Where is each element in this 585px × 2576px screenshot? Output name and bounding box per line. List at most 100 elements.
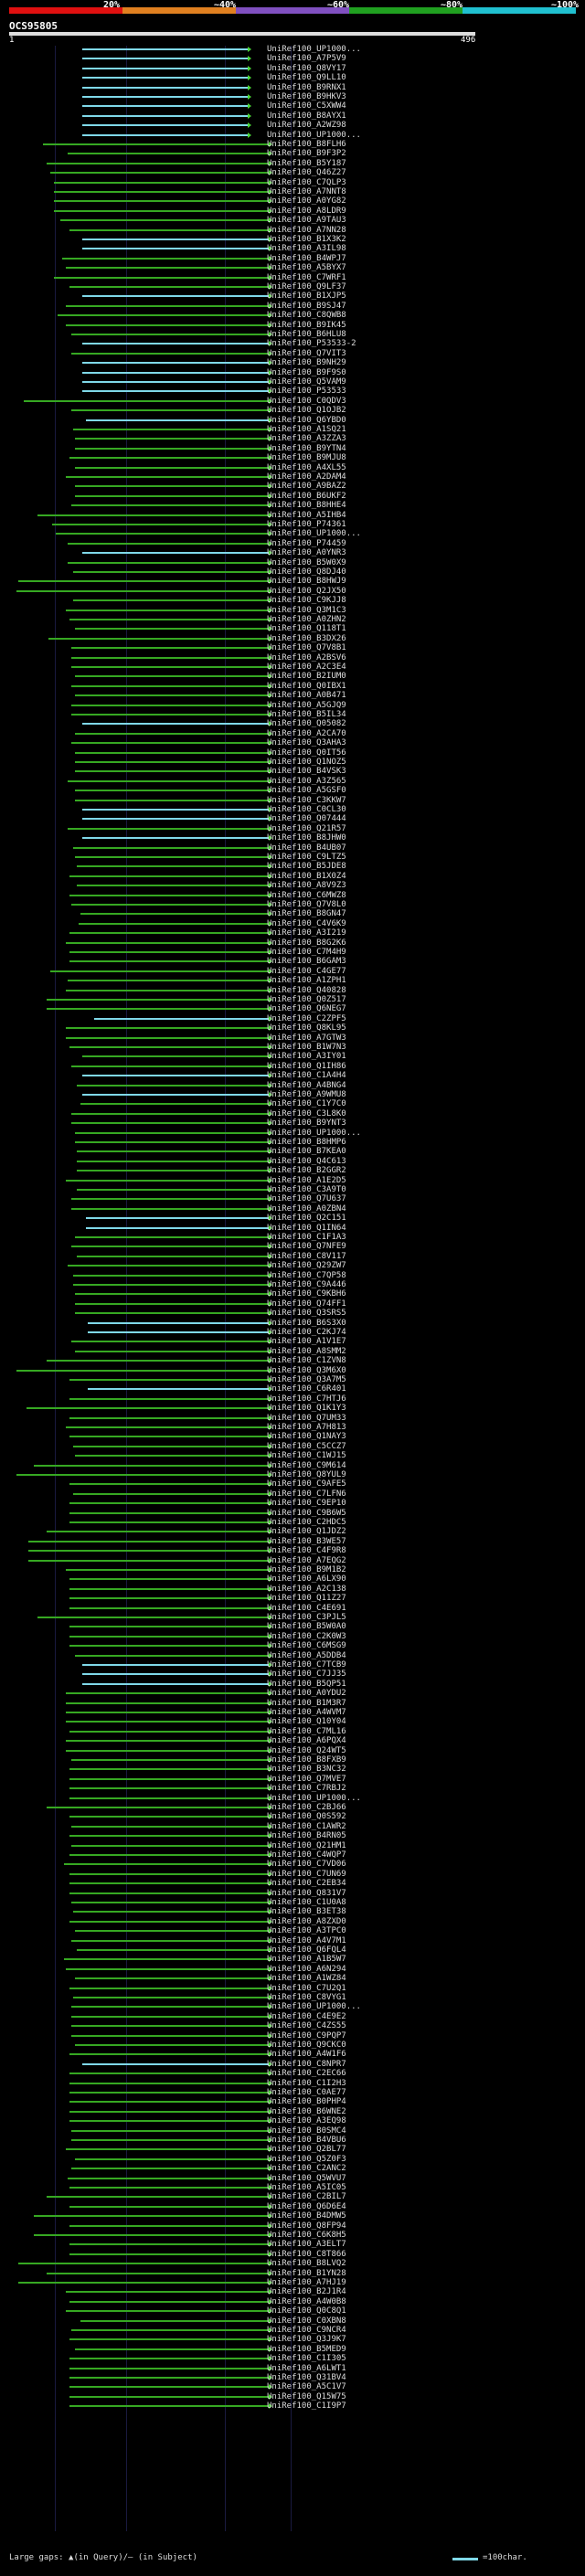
hit-bar[interactable] bbox=[69, 1502, 269, 1505]
hit-name[interactable]: UniRef100_A1V1E7 bbox=[267, 1337, 346, 1347]
hit-bar[interactable] bbox=[69, 228, 269, 231]
hit-name[interactable]: UniRef100_A8LDR9 bbox=[267, 206, 346, 216]
hit-bar[interactable] bbox=[69, 2367, 269, 2369]
hit-bar[interactable] bbox=[88, 1388, 269, 1391]
hit-name[interactable]: UniRef100_B5W0A0 bbox=[267, 1622, 346, 1632]
hit-name[interactable]: UniRef100_C2ANC2 bbox=[267, 2164, 346, 2174]
hit-bar[interactable] bbox=[70, 656, 269, 659]
hit-bar[interactable] bbox=[69, 1768, 269, 1771]
hit-name[interactable]: UniRef100_C1ZVN8 bbox=[267, 1356, 346, 1366]
hit-name[interactable]: UniRef100_B9RNX1 bbox=[267, 82, 346, 92]
hit-bar[interactable] bbox=[82, 371, 269, 374]
hit-bar[interactable] bbox=[69, 1787, 269, 1790]
hit-name[interactable]: UniRef100_C1Y7C0 bbox=[267, 1099, 346, 1109]
hit-name[interactable]: UniRef100_C2K0W3 bbox=[267, 1631, 346, 1641]
hit-bar[interactable] bbox=[69, 875, 269, 877]
hit-name[interactable]: UniRef100_A2DAM4 bbox=[267, 472, 346, 482]
hit-name[interactable]: UniRef100_B9F3P2 bbox=[267, 149, 346, 159]
hit-name[interactable]: UniRef100_Q7MVE7 bbox=[267, 1774, 346, 1784]
hit-name[interactable]: UniRef100_A3EQ98 bbox=[267, 2116, 346, 2126]
hit-name[interactable]: UniRef100_Q9LL10 bbox=[267, 73, 346, 83]
hit-bar[interactable] bbox=[69, 619, 269, 620]
hit-name[interactable]: UniRef100_B1X3K2 bbox=[267, 235, 346, 244]
hit-bar[interactable] bbox=[69, 1379, 269, 1381]
hit-name[interactable]: UniRef100_UP1000... bbox=[267, 2002, 361, 2012]
hit-name[interactable]: UniRef100_B5IL34 bbox=[267, 710, 346, 719]
hit-name[interactable]: UniRef100_C2HDC5 bbox=[267, 1518, 346, 1527]
hit-name[interactable]: UniRef100_Q10Y04 bbox=[267, 1717, 346, 1727]
hit-name[interactable]: UniRef100_Q8KL95 bbox=[267, 1023, 346, 1034]
hit-name[interactable]: UniRef100_B4UB07 bbox=[267, 843, 346, 853]
hit-name[interactable]: UniRef100_C8QWB8 bbox=[267, 311, 346, 321]
hit-bar[interactable] bbox=[82, 1094, 269, 1096]
hit-name[interactable]: UniRef100_C0QDV3 bbox=[267, 396, 346, 406]
hit-bar[interactable] bbox=[74, 1131, 269, 1134]
hit-bar[interactable] bbox=[88, 1321, 269, 1324]
hit-bar[interactable] bbox=[65, 941, 269, 944]
hit-name[interactable]: UniRef100_Q5VAM9 bbox=[267, 377, 346, 387]
hit-name[interactable]: UniRef100_Q7V8L0 bbox=[267, 900, 346, 909]
hit-bar[interactable] bbox=[69, 2243, 269, 2246]
hit-bar[interactable] bbox=[86, 1217, 269, 1220]
hit-bar[interactable] bbox=[70, 714, 269, 716]
hit-name[interactable]: UniRef100_A6N294 bbox=[267, 1964, 346, 1974]
hit-name[interactable]: UniRef100_Q1IH86 bbox=[267, 1061, 346, 1071]
hit-name[interactable]: UniRef100_UP1000... bbox=[267, 130, 361, 140]
hit-name[interactable]: UniRef100_C3A9T0 bbox=[267, 1185, 346, 1194]
hit-bar[interactable] bbox=[82, 818, 269, 821]
hit-name[interactable]: UniRef100_Q8YUL9 bbox=[267, 1470, 346, 1479]
hit-bar[interactable] bbox=[16, 1369, 269, 1372]
hit-bar[interactable] bbox=[74, 1302, 269, 1305]
hit-bar[interactable] bbox=[74, 628, 269, 631]
hit-name[interactable]: UniRef100_B3WE57 bbox=[267, 1536, 346, 1546]
hit-name[interactable]: UniRef100_A5IC05 bbox=[267, 2183, 346, 2192]
hit-bar[interactable] bbox=[70, 704, 269, 706]
hit-bar[interactable] bbox=[69, 1730, 269, 1733]
hit-bar[interactable] bbox=[72, 1445, 269, 1447]
hit-name[interactable]: UniRef100_Q0S592 bbox=[267, 1812, 346, 1822]
hit-bar[interactable] bbox=[74, 1312, 269, 1315]
hit-name[interactable]: UniRef100_B8JHW0 bbox=[267, 833, 346, 843]
hit-bar[interactable] bbox=[74, 732, 269, 735]
hit-bar[interactable] bbox=[74, 2044, 269, 2046]
hit-bar[interactable] bbox=[67, 561, 269, 564]
hit-bar[interactable] bbox=[16, 1474, 269, 1476]
hit-name[interactable]: UniRef100_Q1K1Y3 bbox=[267, 1404, 346, 1414]
hit-name[interactable]: UniRef100_Q7UM33 bbox=[267, 1413, 346, 1423]
hit-name[interactable]: UniRef100_A5BYX7 bbox=[267, 263, 346, 273]
hit-name[interactable]: UniRef100_Q3SRS5 bbox=[267, 1309, 346, 1319]
hit-name[interactable]: UniRef100_B5JDE8 bbox=[267, 862, 346, 872]
hit-name[interactable]: UniRef100_B8HWJ9 bbox=[267, 577, 346, 587]
hit-bar[interactable] bbox=[65, 1179, 269, 1182]
hit-name[interactable]: UniRef100_A4W1F6 bbox=[267, 2050, 346, 2060]
hit-name[interactable]: UniRef100_B6WNE2 bbox=[267, 2106, 346, 2116]
hit-bar[interactable] bbox=[33, 1464, 269, 1467]
hit-bar[interactable] bbox=[70, 2329, 269, 2331]
hit-name[interactable]: UniRef100_A1B5W7 bbox=[267, 1955, 346, 1965]
hit-name[interactable]: UniRef100_B3DX26 bbox=[267, 633, 346, 643]
hit-bar[interactable] bbox=[82, 552, 269, 555]
hit-bar[interactable] bbox=[47, 162, 269, 164]
hit-bar[interactable] bbox=[37, 1617, 269, 1618]
hit-bar[interactable] bbox=[65, 476, 269, 478]
hit-name[interactable]: UniRef100_B2IUM0 bbox=[267, 672, 346, 682]
hit-name[interactable]: UniRef100_B8LVQ2 bbox=[267, 2259, 346, 2269]
hit-bar[interactable] bbox=[70, 684, 269, 687]
hit-bar[interactable] bbox=[50, 172, 269, 175]
hit-name[interactable]: UniRef100_B0SMC4 bbox=[267, 2125, 346, 2136]
hit-name[interactable]: UniRef100_B4DMW5 bbox=[267, 2211, 346, 2221]
hit-name[interactable]: UniRef100_A5DDB4 bbox=[267, 1650, 346, 1660]
hit-name[interactable]: UniRef100_A3I219 bbox=[267, 928, 346, 938]
hit-bar[interactable] bbox=[65, 1967, 269, 1970]
hit-bar[interactable] bbox=[74, 799, 269, 801]
hit-bar[interactable] bbox=[69, 286, 269, 288]
hit-name[interactable]: UniRef100_B1M3R7 bbox=[267, 1698, 346, 1708]
hit-name[interactable]: UniRef100_C7TCB9 bbox=[267, 1660, 346, 1670]
hit-name[interactable]: UniRef100_B4WPJ7 bbox=[267, 253, 346, 263]
hit-bar[interactable] bbox=[77, 1150, 269, 1153]
hit-bar[interactable] bbox=[67, 779, 269, 782]
hit-bar[interactable] bbox=[69, 1626, 269, 1628]
hit-name[interactable]: UniRef100_C7WRF1 bbox=[267, 272, 346, 282]
hit-bar[interactable] bbox=[65, 989, 269, 991]
hit-name[interactable]: UniRef100_A3IY01 bbox=[267, 1052, 346, 1062]
